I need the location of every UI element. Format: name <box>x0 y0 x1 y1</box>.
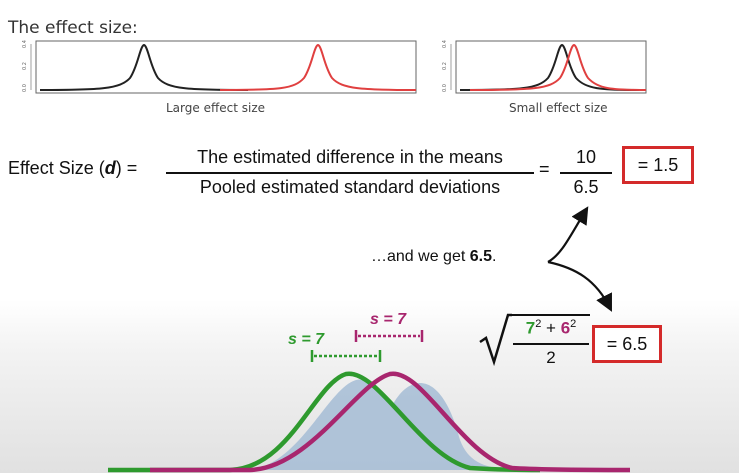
y-tick-label: 0.2 <box>22 62 28 70</box>
y-tick-label: 0.0 <box>22 84 28 92</box>
small-effect-caption: Small effect size <box>509 101 608 115</box>
small-effect-plot: 0.4 0.2 0.0 <box>442 40 647 94</box>
magenta-sd-label: s = 7 <box>370 311 407 328</box>
effect-size-fraction: The estimated difference in the means Po… <box>166 147 534 198</box>
plot-frame <box>455 40 647 94</box>
magenta-distribution <box>150 371 631 473</box>
green-term: 7 <box>525 318 536 338</box>
magenta-sd-bracket <box>354 330 424 342</box>
pooled-numerator: 72 + 62 <box>513 318 589 345</box>
fraction-denominator: Pooled estimated standard deviations <box>199 177 501 197</box>
pooled-denominator: 2 <box>546 347 556 367</box>
result-note: …and we get 6.5. <box>371 248 497 265</box>
distributions-plot <box>108 330 631 473</box>
green-sd-bracket <box>310 350 382 362</box>
large-effect-plot: 0.4 0.2 0.0 <box>22 40 417 94</box>
equals-sign: = <box>539 159 550 179</box>
radical-overline <box>508 314 590 316</box>
note-value: 6.5 <box>469 248 492 265</box>
red-curve <box>219 43 417 91</box>
y-tick-label: 0.4 <box>442 40 448 48</box>
plot-frame <box>35 40 417 94</box>
value-denominator: 6.5 <box>573 177 599 197</box>
magenta-term: 6 <box>560 318 571 338</box>
overlap-area <box>250 379 530 470</box>
effect-size-result-box: = 1.5 <box>622 146 694 184</box>
d-symbol: d <box>104 158 116 178</box>
arrow-up-to-denominator <box>547 206 589 263</box>
value-numerator: 10 <box>560 147 612 174</box>
pooled-result-box: = 6.5 <box>592 325 662 363</box>
fraction-numerator: The estimated difference in the means <box>166 147 534 174</box>
effect-size-heading: The effect size: <box>8 18 138 38</box>
arrows-layer <box>547 206 612 312</box>
pooled-fraction: 72 + 62 2 <box>513 318 589 368</box>
green-sd-label: s = 7 <box>288 331 325 348</box>
large-effect-caption: Large effect size <box>166 101 265 115</box>
arrow-down-to-pooled <box>547 260 612 312</box>
y-tick-label: 0.0 <box>442 84 448 92</box>
y-tick-label: 0.4 <box>22 40 28 48</box>
red-curve <box>469 43 647 91</box>
black-curve <box>39 43 249 91</box>
green-distribution <box>108 371 541 473</box>
y-tick-label: 0.2 <box>442 62 448 70</box>
black-curve <box>459 43 641 91</box>
effect-size-label: Effect Size (d) = <box>8 158 138 178</box>
value-fraction: 10 6.5 <box>560 147 612 198</box>
